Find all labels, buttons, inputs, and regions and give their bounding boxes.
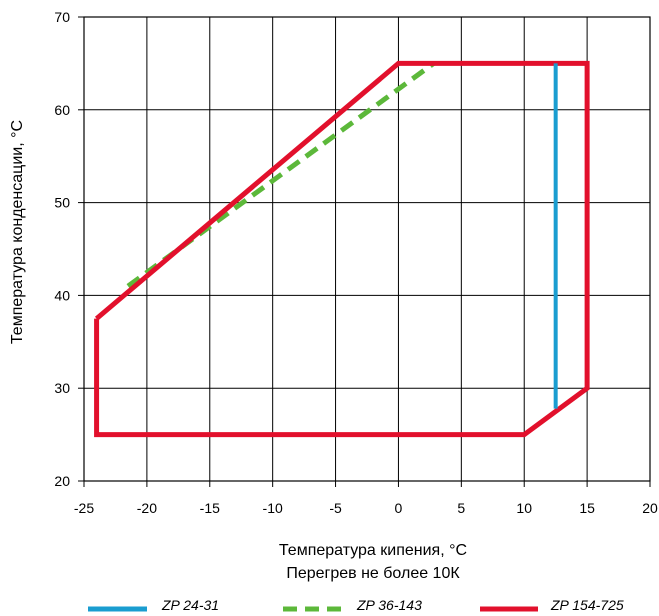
x-tick-label: -10: [263, 500, 283, 516]
legend-label-2: ZP 154-725: [550, 597, 624, 613]
grid: [78, 16, 651, 487]
x-tick-label: 10: [516, 500, 532, 516]
series-line-2: [94, 60, 590, 438]
x-axis-title: Температура кипения, °С: [279, 542, 467, 559]
legend-label-0: ZP 24-31: [161, 597, 219, 613]
x-tick-label: 20: [642, 500, 658, 516]
y-tick-label: 30: [54, 380, 70, 396]
x-tick-labels: -25 -20 -15 -10 -5 0 5 10 15 20: [74, 500, 658, 516]
y-tick-label: 40: [54, 287, 70, 303]
x-tick-label: -20: [137, 500, 157, 516]
y-tick-label: 20: [54, 473, 70, 489]
x-tick-label: -25: [74, 500, 94, 516]
x-axis-note: Перегрев не более 10К: [286, 565, 460, 582]
series-line-1: [126, 61, 436, 289]
y-tick-label: 50: [54, 195, 70, 211]
y-axis-title: Температура конденсации, °С: [9, 120, 26, 344]
x-tick-label: 0: [395, 500, 403, 516]
legend-label-1: ZP 36-143: [356, 597, 422, 613]
y-tick-label: 70: [54, 9, 70, 25]
x-tick-label: 15: [579, 500, 595, 516]
x-tick-label: -5: [329, 500, 342, 516]
legend: ZP 24-31 ZP 36-143 ZP 154-725: [88, 597, 624, 613]
x-tick-label: -15: [200, 500, 220, 516]
y-tick-labels: 20 30 40 50 60 70: [54, 9, 70, 489]
x-tick-label: 5: [457, 500, 465, 516]
y-tick-label: 60: [54, 102, 70, 118]
plot-frame: [83, 16, 651, 482]
series-layer: [94, 60, 590, 438]
